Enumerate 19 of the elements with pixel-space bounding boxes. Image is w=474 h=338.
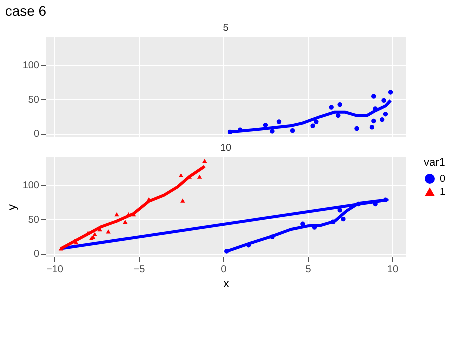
- y-tick-label: 100: [22, 180, 40, 192]
- x-tick-label: −10: [46, 264, 64, 276]
- chart-subtitle: 5: [223, 23, 230, 34]
- y-tick-label: 50: [28, 214, 40, 226]
- legend-label: 1: [440, 187, 446, 198]
- legend-label: 0: [440, 174, 446, 185]
- y-tick-label: 0: [34, 129, 40, 140]
- x-tick-label: −5: [134, 264, 146, 276]
- x-tick-label: 5: [306, 264, 312, 276]
- legend-title: var1: [424, 157, 446, 169]
- y-tick-label: 50: [28, 94, 40, 106]
- y-axis-title: y: [4, 204, 19, 210]
- x-tick-label: 10: [387, 264, 399, 276]
- chart-title: case 6: [5, 3, 47, 19]
- y-tick-label: 100: [22, 60, 40, 72]
- x-axis-title: x: [224, 276, 230, 290]
- y-tick-label: 0: [34, 249, 40, 260]
- chart-subtitle: 10: [220, 143, 232, 154]
- x-tick-label: 0: [221, 264, 228, 276]
